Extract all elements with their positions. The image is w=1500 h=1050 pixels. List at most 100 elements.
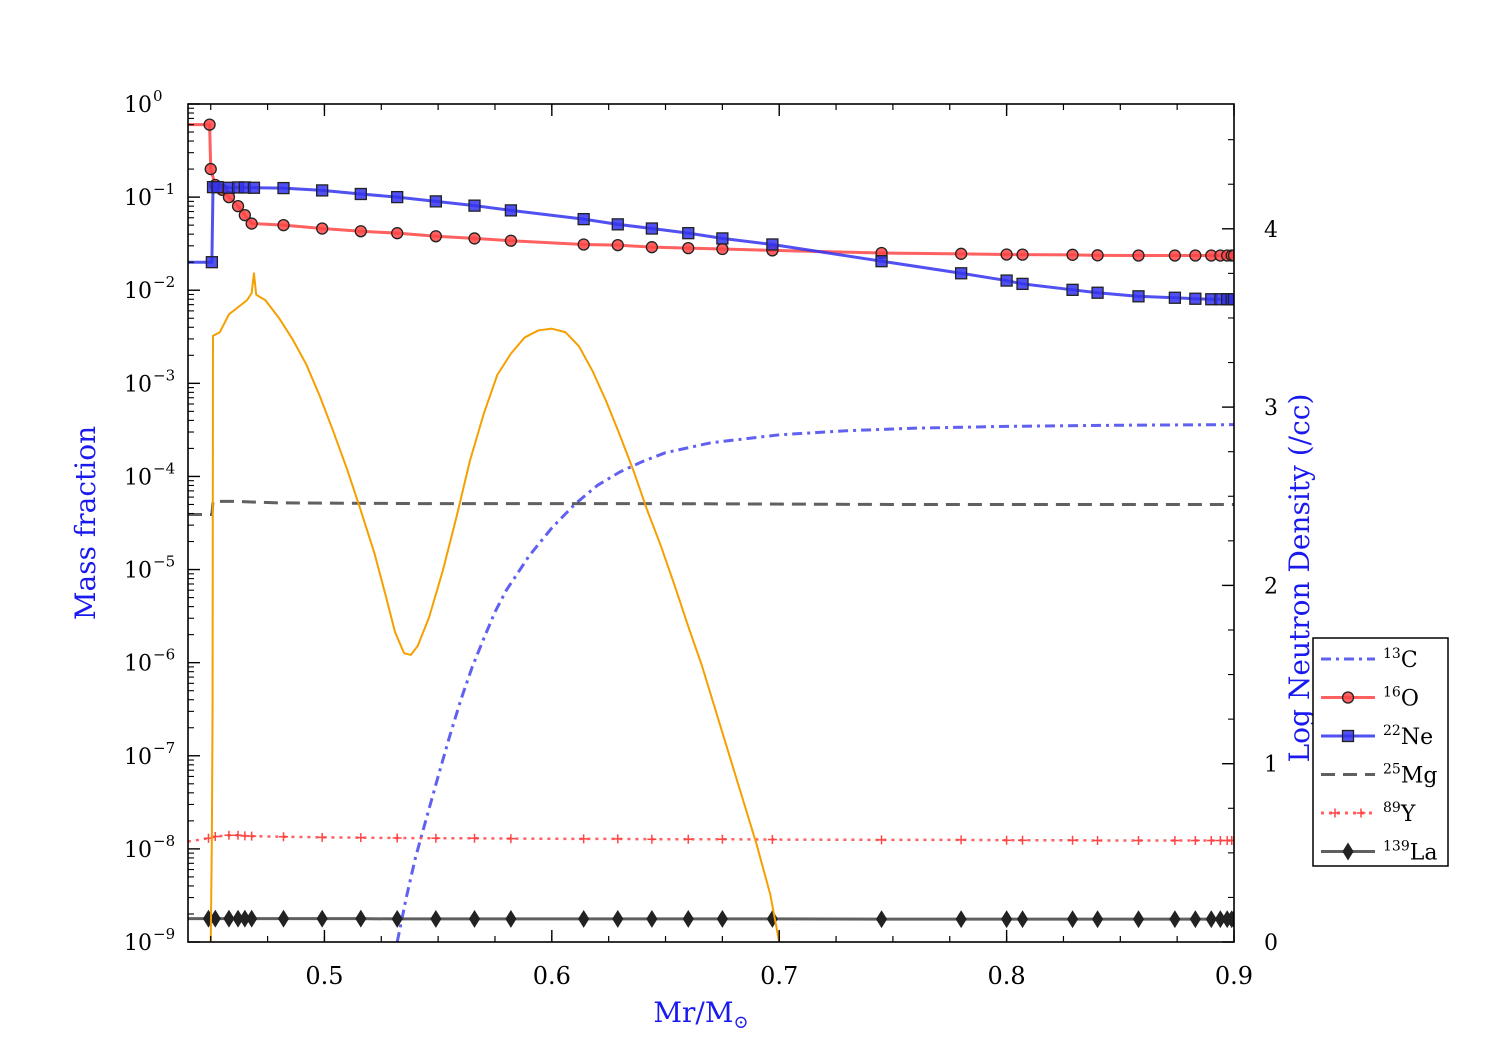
data-point-89y [1018,835,1028,845]
data-point-22ne [504,204,518,217]
data-point-22ne [277,181,290,195]
data-point-16o [682,242,695,255]
data-point-139la [1169,910,1181,929]
data-point-16o [954,247,968,260]
data-point-16o [1000,248,1013,261]
data-point-139la [646,909,658,928]
data-point-139la [1001,910,1013,929]
legend-label: 139La [1383,839,1437,866]
y-left-tick-exponent: −4 [153,459,175,477]
y-left-tick-exponent: −3 [153,366,175,384]
legend-marker [1341,691,1355,704]
data-point-89y [1134,836,1143,846]
data-point-22ne [766,238,779,251]
legend-marker [1342,842,1354,861]
data-point-16o [1091,249,1104,262]
legend-item-25mg: 25Mg [1321,762,1437,789]
data-point-16o [203,118,216,131]
data-point-16o [429,230,443,243]
y-left-tick-label: 10 [124,186,152,211]
data-point-139la [277,909,290,928]
data-point-16o [277,218,290,232]
x-tick-label: 0.7 [760,962,798,990]
data-point-16o [391,227,404,240]
data-point-89y [506,834,516,844]
data-point-22ne [1189,292,1202,305]
x-axis-label-symbol: ⊙ [734,1012,749,1033]
y-left-tick-exponent: −2 [153,273,175,291]
x-tick-label: 0.9 [1215,962,1253,990]
data-point-22ne [1132,290,1145,303]
y-left-tick-exponent: −5 [153,553,175,571]
data-point-16o [238,209,251,222]
y-right-tick-label: 1 [1264,753,1278,778]
y-left-tick-label: 10 [124,279,152,304]
data-point-16o [716,242,729,256]
data-point-139la [1091,910,1104,929]
data-point-16o [1016,248,1029,261]
data-point-22ne [577,212,590,226]
y-right-tick-label: 3 [1264,396,1278,421]
data-point-89y [356,833,366,843]
data-point-22ne [354,187,367,201]
data-point-22ne [316,184,329,197]
legend-item-139la: 139La [1321,839,1437,866]
data-point-22ne [468,199,481,212]
data-point-89y [470,833,480,843]
data-point-22ne [1168,291,1182,304]
data-point-139la [1189,910,1201,929]
y-left-tick-label: 10 [124,93,152,118]
data-point-22ne [429,195,443,208]
y-left-axis-label: Mass fraction [69,426,102,620]
legend-label: 22Ne [1383,723,1433,750]
data-point-89y [613,834,623,844]
y-left-tick-exponent: −9 [153,925,175,943]
data-point-139la [223,909,235,928]
data-point-22ne [247,181,261,194]
data-point-22ne [645,222,659,235]
y-left-tick-label: 10 [124,838,152,863]
data-point-16o [1066,248,1079,261]
series-line-25mg [188,499,1234,517]
data-point-139la [955,910,967,929]
data-point-16o [204,162,217,176]
data-point-139la [1016,910,1029,929]
data-point-139la [1205,910,1217,929]
data-point-22ne [954,267,968,280]
legend-item-13c: 13C [1321,646,1418,673]
data-point-16o [231,199,245,213]
axes: 0.5 0.6 0.7 0.8 0.910 −910 −810 −710 −610 −510 −41… [69,87,1316,1033]
data-point-16o [1227,249,1234,262]
series-89y [188,830,1234,846]
y-right-axis-label: Log Neutron Density (/cc) [1283,394,1316,763]
series-line-89y [188,834,1234,843]
data-point-139la [1228,910,1234,929]
y-left-tick-label: 10 [124,745,152,770]
y-left-tick-label: 10 [124,931,152,956]
y-left-tick-label: 10 [124,465,152,490]
data-point-89y [579,834,589,844]
y-left-tick-label: 10 [124,372,152,397]
x-tick-label: 0.8 [988,962,1026,990]
data-point-22ne [682,227,695,240]
data-point-22ne [1000,274,1013,287]
data-point-16o [316,222,329,235]
series-13c [395,423,1234,942]
x-tick-label: 0.5 [305,962,343,990]
x-tick-label: 0.6 [533,962,571,990]
series-line-neutron-density [209,272,781,942]
data-point-22ne [1066,283,1079,296]
data-point-89y [317,832,327,842]
data-point-16o [611,238,624,252]
y-left-tick-exponent: −7 [153,739,175,757]
data-point-22ne [611,218,624,231]
data-point-89y [392,833,402,843]
data-point-139la [246,909,258,928]
y-left-tick-exponent: 0 [153,87,163,105]
data-point-22ne [211,180,224,194]
legend: 13C 16O 22Ne 25Mg 89Y 139La [1312,637,1449,867]
data-point-22ne [716,232,729,245]
data-point-16o [468,232,481,245]
data-point-89y [717,834,727,844]
legend-box [1312,637,1449,867]
